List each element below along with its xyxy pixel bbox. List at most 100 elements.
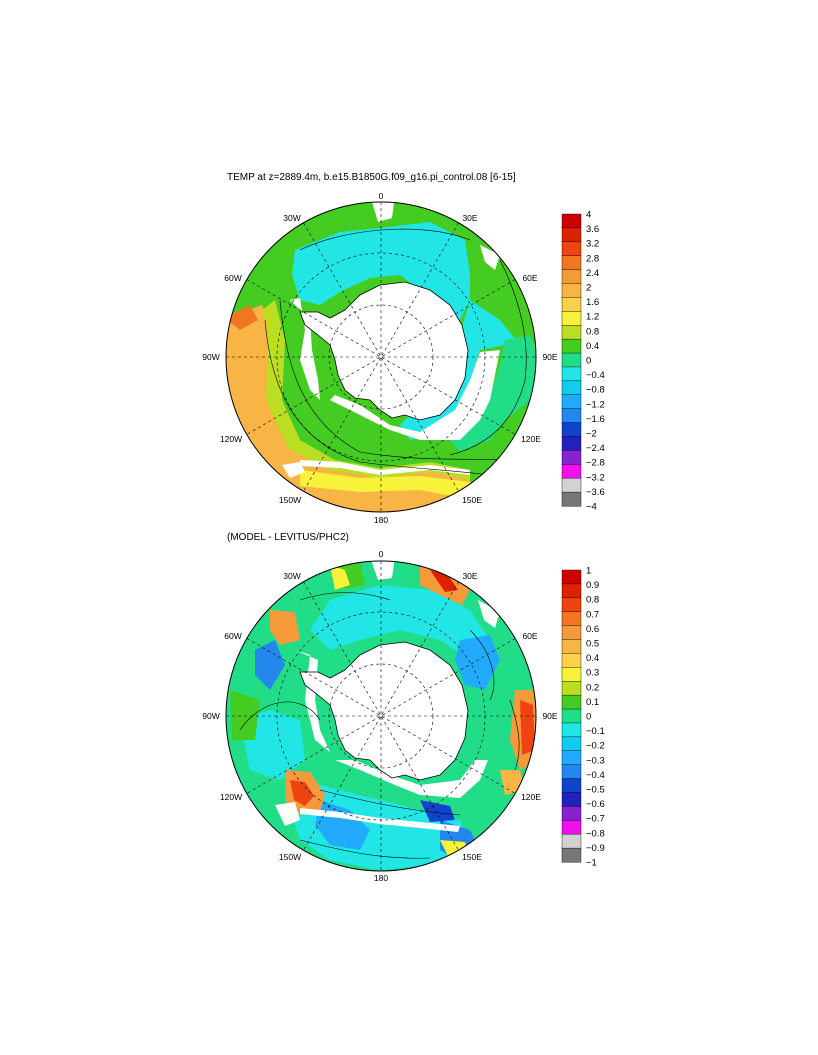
colorbar-swatch — [561, 408, 582, 424]
colorbar-label: −0.9 — [586, 843, 605, 854]
colorbar-swatch — [561, 241, 582, 257]
difference-colorbar: 1 0.9 0.8 0.7 0.6 0.5 0.4 0.3 0.2 0.1 0 −0.1 −0.2 −0.… — [561, 566, 605, 869]
lon-label-60e: 60E — [522, 273, 537, 283]
temperature-polar-map: 0 30E 60E 90E 120E 150E 180 150W 120W 90… — [202, 191, 558, 525]
lon-label-0: 0 — [379, 191, 384, 201]
diff-lon-label-60w: 60W — [224, 631, 241, 641]
colorbar-swatch — [561, 297, 582, 312]
colorbar-label: −0.8 — [586, 385, 605, 396]
diff-lon-label-180: 180 — [374, 873, 388, 883]
colorbar-swatch — [561, 569, 582, 585]
main-title: TEMP at z=2889.4m, b.e15.B1850G.f09_g16.… — [227, 172, 516, 183]
colorbar-swatch — [561, 338, 582, 354]
colorbar-label: 0.4 — [586, 653, 599, 664]
colorbar-swatch — [561, 764, 582, 780]
colorbar-label: 0.1 — [586, 697, 599, 708]
colorbar-label: −0.6 — [586, 799, 605, 810]
diff-lon-label-60e: 60E — [522, 631, 537, 641]
colorbar-label: −0.3 — [586, 755, 605, 766]
colorbar-label: 2.4 — [586, 268, 599, 279]
colorbar-label: −0.7 — [586, 814, 605, 825]
colorbar-label: −2.4 — [586, 443, 605, 454]
colorbar-swatch — [561, 352, 582, 368]
colorbar-swatch — [561, 653, 582, 668]
colorbar-label: −2.8 — [586, 458, 605, 469]
colorbar-swatch — [561, 722, 582, 738]
colorbar-label: 0.9 — [586, 580, 599, 591]
diff-lon-label-150w: 150W — [279, 852, 301, 862]
colorbar-label: −1.2 — [586, 399, 605, 410]
colorbar-label: 4 — [586, 210, 591, 221]
diff-lon-label-90e: 90E — [542, 711, 557, 721]
colorbar-label: 1 — [586, 566, 591, 577]
colorbar-swatch — [561, 681, 582, 696]
lon-label-60w: 60W — [224, 273, 241, 283]
lon-label-90w: 90W — [202, 352, 219, 362]
colorbar-label: 1.6 — [586, 297, 599, 308]
diff-lon-label-0: 0 — [379, 549, 384, 559]
colorbar-swatch — [561, 750, 582, 766]
diff-lon-label-120e: 120E — [521, 792, 541, 802]
colorbar-swatch — [561, 736, 582, 752]
lon-label-150w: 150W — [279, 495, 301, 505]
diff-lon-label-30e: 30E — [462, 571, 477, 581]
colorbar-swatch — [561, 325, 582, 340]
lon-label-30e: 30E — [462, 213, 477, 223]
colorbar-swatch — [561, 477, 582, 493]
colorbar-swatch — [561, 269, 582, 285]
colorbar-label: 0.8 — [586, 326, 599, 337]
colorbar-label: −0.2 — [586, 741, 605, 752]
colorbar-label: 0.8 — [586, 595, 599, 606]
colorbar-swatch — [561, 820, 582, 835]
colorbar-label: −0.1 — [586, 726, 605, 737]
colorbar-label: 2 — [586, 283, 591, 294]
colorbar-swatch — [561, 394, 582, 410]
colorbar-label: −1 — [586, 858, 597, 869]
diff-lon-label-120w: 120W — [220, 792, 242, 802]
lon-label-30w: 30W — [283, 213, 300, 223]
colorbar-swatch — [561, 833, 582, 849]
difference-polar-map: 0 30E 60E 90E 120E 150E 180 150W 120W 90… — [202, 549, 558, 883]
colorbar-label: 0.2 — [586, 682, 599, 693]
lon-label-150e: 150E — [462, 495, 482, 505]
colorbar-swatch — [561, 792, 582, 807]
colorbar-swatch — [561, 597, 582, 613]
colorbar-label: 2.8 — [586, 253, 599, 264]
difference-title: (MODEL - LEVITUS/PHC2) — [227, 532, 349, 543]
colorbar-swatch — [561, 227, 582, 243]
colorbar-label: −0.5 — [586, 785, 605, 796]
colorbar-swatch — [561, 283, 582, 298]
colorbar-swatch — [561, 311, 582, 326]
colorbar-swatch — [561, 366, 582, 382]
colorbar-label: −0.8 — [586, 828, 605, 839]
colorbar-label: 0.5 — [586, 639, 599, 650]
colorbar-label: 0.7 — [586, 609, 599, 620]
lon-label-90e: 90E — [542, 352, 557, 362]
colorbar-label: −0.4 — [586, 770, 605, 781]
colorbar-swatch — [561, 450, 582, 465]
colorbar-swatch — [561, 694, 582, 710]
colorbar-swatch — [561, 255, 582, 271]
colorbar-swatch — [561, 611, 582, 627]
lon-label-120e: 120E — [521, 434, 541, 444]
colorbar-label: 0 — [586, 712, 591, 723]
colorbar-swatch — [561, 491, 582, 507]
colorbar-label: −3.2 — [586, 472, 605, 483]
colorbar-swatch — [561, 213, 582, 229]
colorbar-swatch — [561, 778, 582, 793]
colorbar-label: −4 — [586, 502, 597, 513]
colorbar-swatch — [561, 847, 582, 863]
colorbar-label: 0.3 — [586, 668, 599, 679]
lon-label-120w: 120W — [220, 434, 242, 444]
temperature-colorbar: 4 3.6 3.2 2.8 2.4 2 1.6 1.2 0.8 0.4 0 −0.4 −0.8 −1.2 −… — [561, 210, 605, 513]
colorbar-label: −0.4 — [586, 370, 605, 381]
diff-lon-label-30w: 30W — [283, 571, 300, 581]
colorbar-swatch — [561, 625, 582, 641]
colorbar-label: −1.6 — [586, 414, 605, 425]
colorbar-label: 1.2 — [586, 312, 599, 323]
colorbar-label: 0.6 — [586, 624, 599, 635]
colorbar-swatch — [561, 380, 582, 396]
colorbar-label: 3.6 — [586, 224, 599, 235]
colorbar-swatch — [561, 806, 582, 821]
